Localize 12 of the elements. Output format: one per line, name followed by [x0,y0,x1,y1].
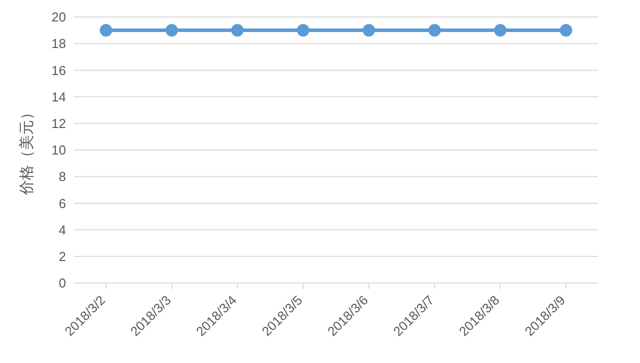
y-tick-label: 18 [52,36,66,52]
y-tick-label: 8 [58,169,66,184]
y-tick-label: 2 [58,249,66,264]
y-tick-label: 20 [52,10,66,25]
y-tick-label: 6 [58,196,66,211]
y-tick-label: 12 [52,116,66,132]
y-tick-label: 10 [52,142,66,158]
y-axis-title: 价格（美元） [18,105,36,196]
y-tick-label: 14 [52,89,66,104]
y-tick-label: 0 [58,276,66,291]
y-tick-label: 4 [58,222,66,238]
y-tick-label: 16 [52,62,66,78]
